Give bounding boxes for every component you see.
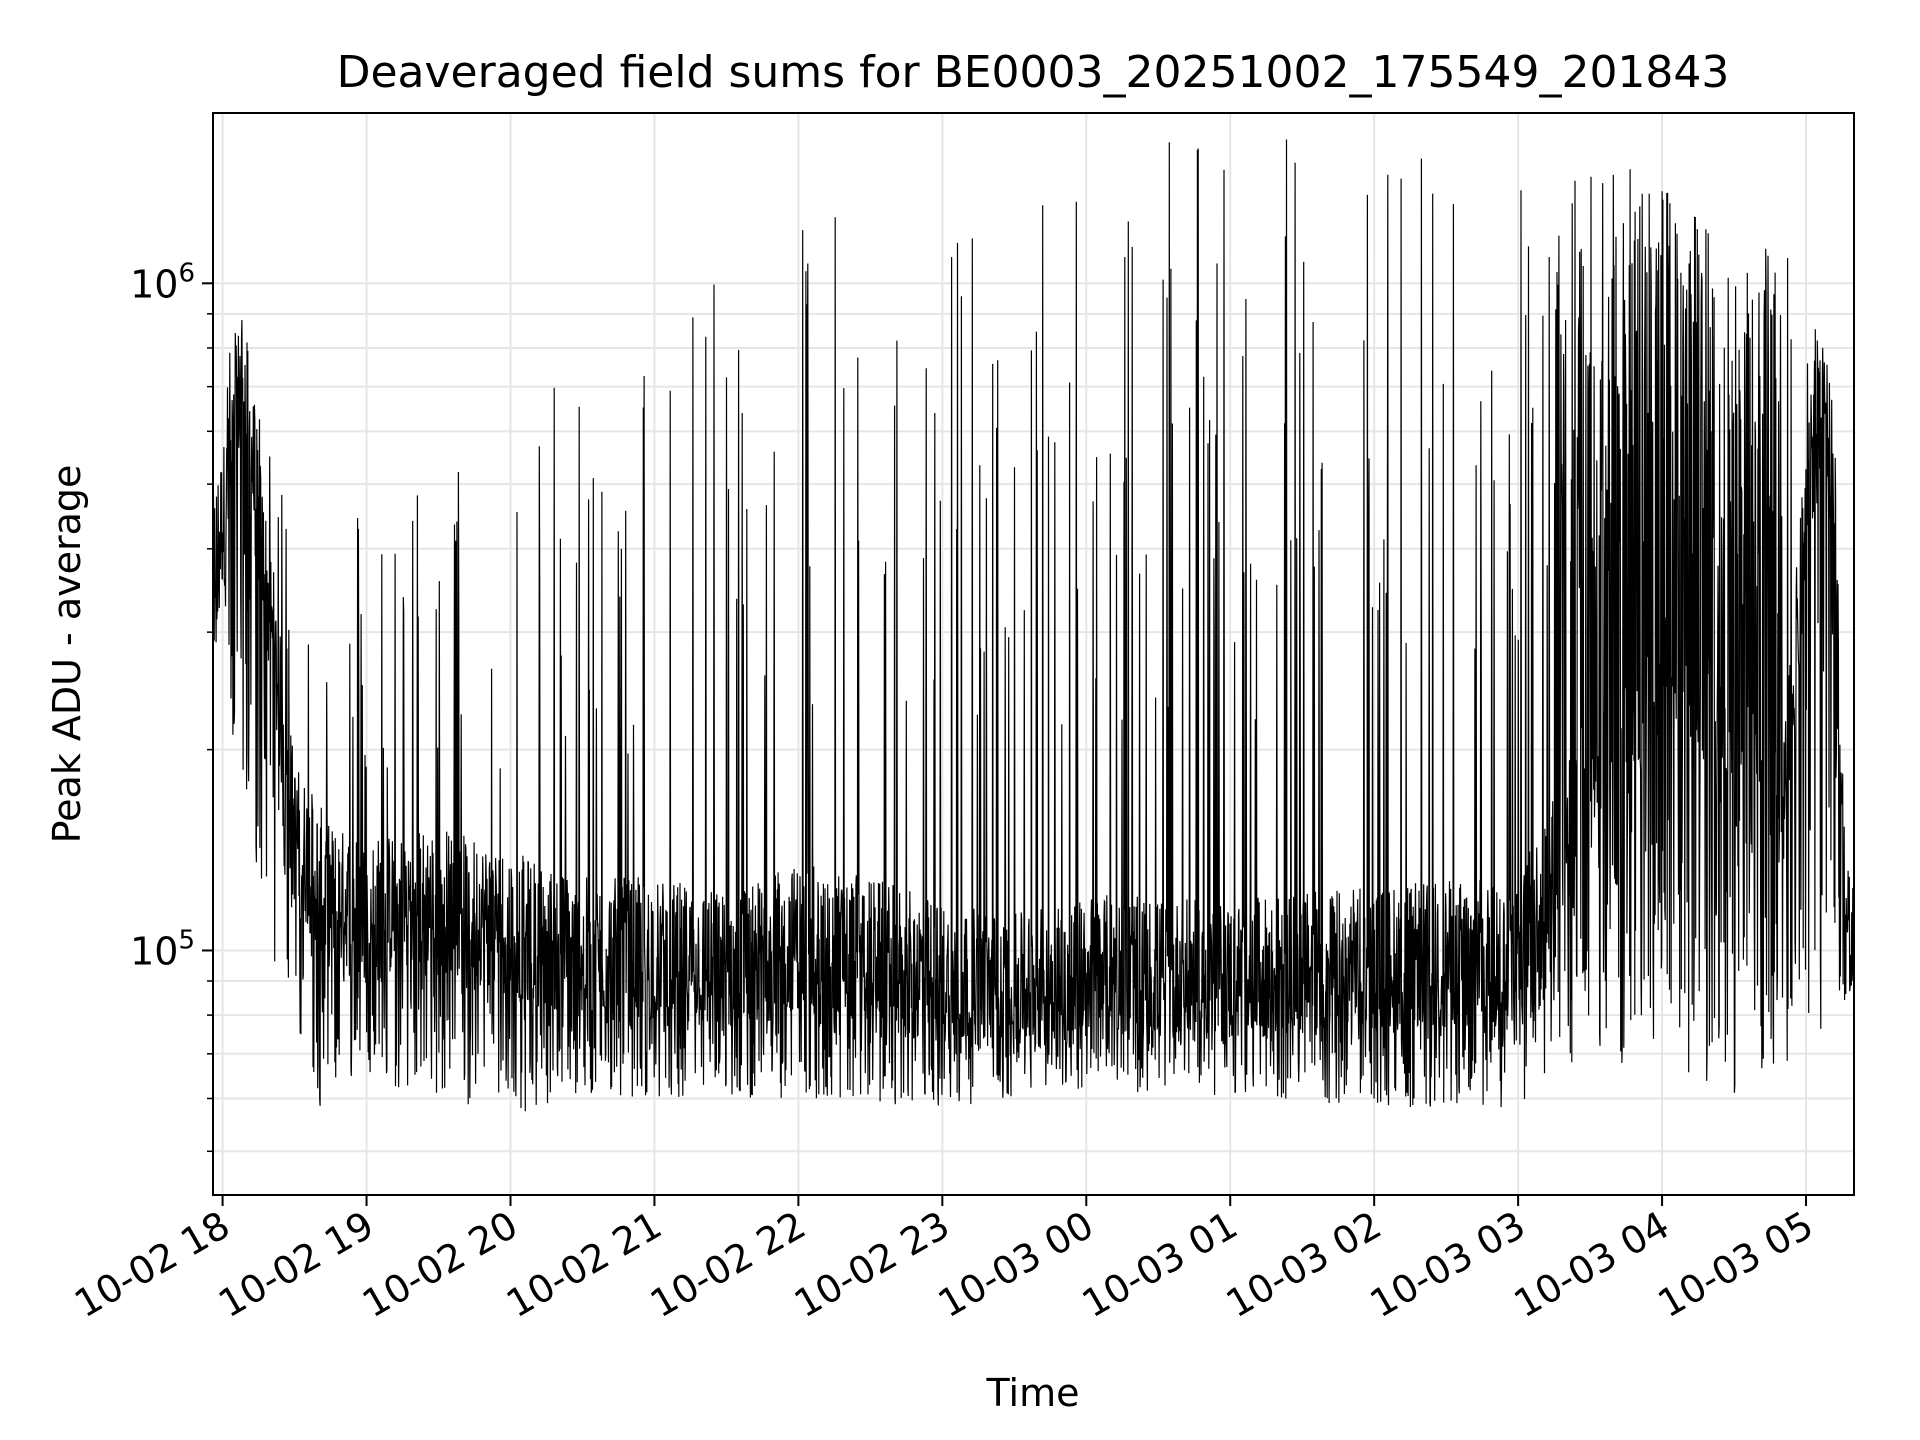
y-tick-label: 106	[130, 258, 195, 306]
data-area	[212, 139, 1855, 1112]
chart-title: Deaveraged field sums for BE0003_2025100…	[337, 47, 1730, 98]
y-axis-label: Peak ADU - average	[45, 465, 89, 844]
y-axis: 105 106	[130, 258, 213, 1153]
series-line	[212, 139, 1855, 1112]
x-axis-label: Time	[986, 1371, 1080, 1415]
plot-frame	[212, 112, 1855, 1196]
y-tick-label: 105	[130, 925, 195, 973]
